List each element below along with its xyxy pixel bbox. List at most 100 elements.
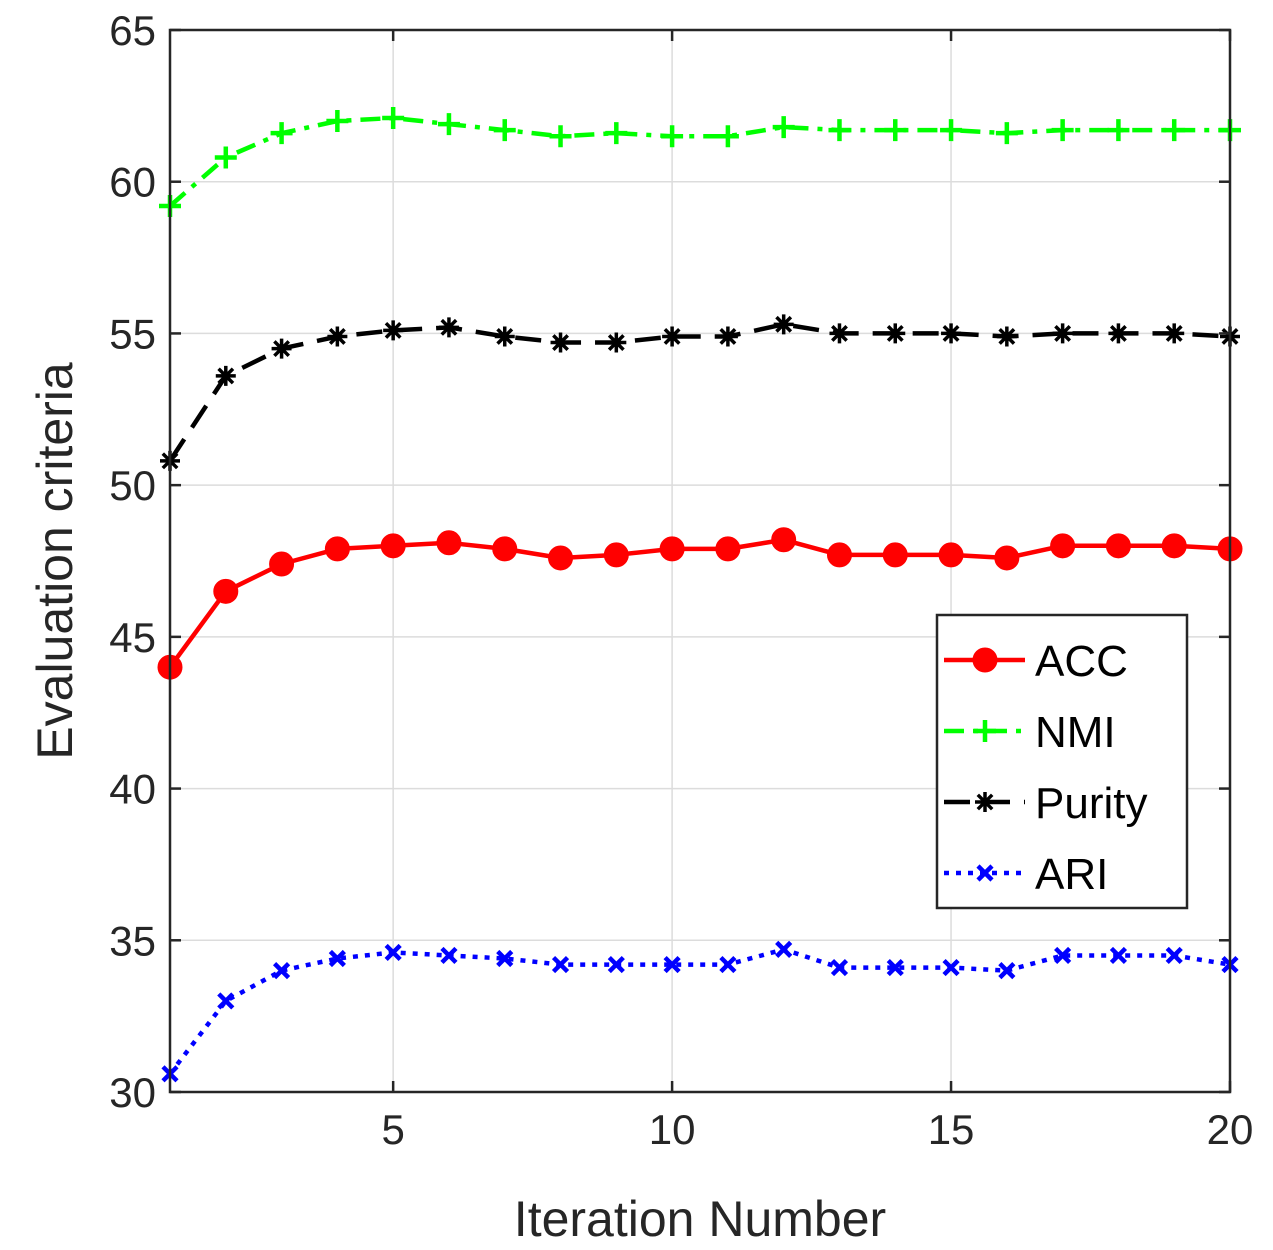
data-point-ari	[1109, 946, 1128, 965]
data-point-purity	[1052, 323, 1073, 344]
series-nmi	[159, 106, 1241, 217]
data-point-acc	[994, 545, 1020, 571]
data-point-ari	[719, 955, 737, 974]
series-ari	[161, 940, 1239, 1083]
data-point-purity	[606, 332, 627, 353]
data-point-nmi	[828, 119, 851, 142]
data-point-nmi	[270, 122, 293, 145]
legend-item-acc: ACC	[944, 637, 1128, 686]
data-point-ari	[998, 962, 1016, 980]
data-point-ari	[217, 992, 235, 1010]
data-point-nmi	[437, 113, 460, 136]
data-point-acc	[548, 545, 574, 571]
y-tick-label: 60	[109, 159, 156, 206]
legend-marker-nmi	[974, 720, 996, 742]
data-point-acc	[882, 542, 908, 568]
legend: ACC NMI Purity ARI	[935, 613, 1189, 910]
data-point-purity	[327, 326, 348, 347]
data-point-purity	[885, 323, 906, 344]
x-tick-label: 5	[381, 1106, 404, 1153]
data-point-ari	[775, 940, 793, 958]
data-point-purity	[941, 323, 962, 344]
data-point-nmi	[1051, 119, 1074, 142]
data-point-nmi	[605, 122, 628, 145]
y-tick-label: 35	[109, 917, 156, 964]
y-tick-label: 30	[109, 1069, 156, 1116]
data-point-nmi	[214, 146, 237, 169]
y-tick-label: 55	[109, 310, 156, 357]
data-point-nmi	[493, 119, 516, 142]
data-point-nmi	[549, 125, 572, 148]
data-point-purity	[494, 326, 515, 347]
data-point-acc	[771, 527, 797, 553]
data-point-acc	[213, 578, 239, 604]
legend-marker-purity	[975, 792, 995, 812]
data-point-ari	[272, 962, 291, 980]
legend-marker-ari	[976, 864, 994, 882]
data-point-acc	[715, 536, 741, 562]
y-tick-label: 40	[109, 766, 156, 813]
data-point-ari	[551, 955, 570, 974]
axis-ticks: 5 10 15 20 30 35 40 45 50 55 60 65	[109, 7, 1253, 1153]
y-tick-label: 50	[109, 462, 156, 509]
data-point-purity	[829, 323, 850, 344]
data-point-purity	[438, 317, 459, 338]
data-point-ari	[830, 959, 849, 977]
data-point-acc	[1161, 533, 1187, 559]
data-point-ari	[384, 943, 402, 962]
data-point-ari	[328, 949, 346, 968]
data-point-purity	[773, 314, 794, 335]
legend-label-ari: ARI	[1035, 850, 1108, 899]
legend-item-purity: Purity	[944, 779, 1147, 828]
data-point-nmi	[716, 125, 739, 148]
legend-marker-acc	[972, 647, 998, 673]
legend-label-acc: ACC	[1035, 637, 1128, 686]
series-acc	[157, 527, 1243, 680]
y-tick-label: 65	[109, 7, 156, 54]
legend-label-purity: Purity	[1035, 779, 1147, 828]
data-point-nmi	[772, 116, 795, 139]
data-point-purity	[215, 365, 236, 386]
data-point-ari	[1165, 946, 1183, 965]
data-point-purity	[1108, 323, 1129, 344]
x-axis-title: Iteration Number	[514, 1191, 886, 1247]
data-point-nmi	[1163, 119, 1186, 142]
data-point-acc	[436, 530, 462, 556]
data-point-nmi	[382, 106, 405, 129]
data-point-acc	[269, 551, 295, 577]
data-point-acc	[659, 536, 685, 562]
data-point-acc	[380, 533, 406, 559]
data-point-acc	[826, 542, 852, 568]
data-point-ari	[496, 949, 514, 968]
x-tick-label: 20	[1207, 1106, 1254, 1153]
legend-item-nmi: NMI	[944, 708, 1116, 757]
data-point-acc	[1105, 533, 1131, 559]
plot-frame	[168, 28, 1232, 1094]
data-point-nmi	[326, 110, 349, 133]
data-point-nmi	[884, 119, 907, 142]
series-group	[157, 106, 1243, 1083]
data-point-purity	[1164, 323, 1185, 344]
data-point-acc	[603, 542, 629, 568]
x-tick-label: 15	[928, 1106, 975, 1153]
plot-area	[170, 30, 1230, 1092]
data-point-ari	[607, 955, 625, 974]
data-point-nmi	[995, 122, 1018, 145]
data-point-purity	[550, 332, 571, 353]
data-point-acc	[492, 536, 518, 562]
data-point-ari	[663, 955, 681, 974]
legend-item-ari: ARI	[944, 850, 1108, 899]
data-point-purity	[662, 326, 683, 347]
data-point-nmi	[661, 125, 684, 148]
data-point-nmi	[940, 119, 963, 142]
data-point-purity	[383, 320, 404, 341]
data-point-acc	[938, 542, 964, 568]
data-point-purity	[717, 326, 738, 347]
legend-label-nmi: NMI	[1035, 708, 1116, 757]
x-tick-label: 10	[649, 1106, 696, 1153]
data-point-purity	[271, 338, 292, 359]
data-point-acc	[324, 536, 350, 562]
data-point-ari	[942, 959, 960, 977]
data-point-purity	[996, 326, 1017, 347]
